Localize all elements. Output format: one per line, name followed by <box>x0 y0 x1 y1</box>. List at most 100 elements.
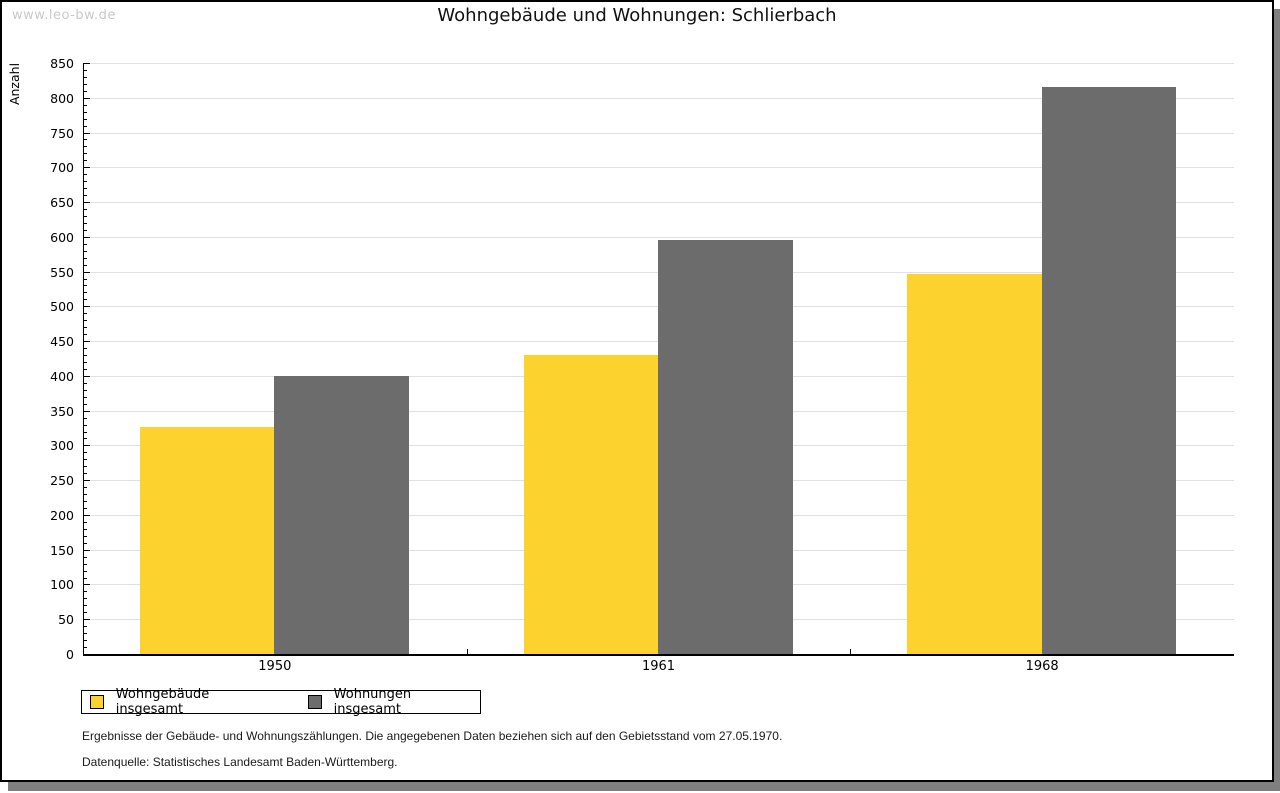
y-tick <box>83 264 87 266</box>
y-tick <box>83 229 87 231</box>
y-tick <box>83 320 87 322</box>
y-tick <box>83 438 87 440</box>
y-tick <box>83 501 87 503</box>
y-tick <box>83 327 87 329</box>
y-tick <box>83 466 87 468</box>
y-tick <box>83 619 90 621</box>
y-tick <box>83 542 87 544</box>
y-tick <box>83 382 87 384</box>
y-tick <box>83 243 87 245</box>
y-tick-label: 100 <box>50 577 74 593</box>
y-tick <box>83 174 87 176</box>
y-tick <box>83 375 90 377</box>
y-tick <box>83 403 87 405</box>
y-tick <box>83 487 87 489</box>
y-tick <box>83 480 90 482</box>
y-tick <box>83 195 87 197</box>
legend-entry-wohngebaeude: Wohngebäude insgesamt <box>90 687 278 717</box>
x-axis-line <box>83 654 1234 656</box>
y-tick <box>83 507 87 509</box>
bar-wohnungen-1961 <box>658 240 793 654</box>
y-tick-label: 550 <box>50 264 74 280</box>
y-tick <box>83 612 87 614</box>
y-tick-label: 250 <box>50 473 74 489</box>
gridline <box>90 97 1234 99</box>
y-tick <box>83 167 90 169</box>
footer-note: Ergebnisse der Gebäude- und Wohnungszähl… <box>82 729 783 743</box>
y-axis-line <box>83 63 84 655</box>
y-tick <box>83 570 87 572</box>
y-tick <box>83 69 87 71</box>
y-tick <box>83 63 90 64</box>
y-tick <box>83 292 87 294</box>
bar-wohngebaeude-1968 <box>907 273 1042 654</box>
footer-source: Datenquelle: Statistisches Landesamt Bad… <box>82 755 398 769</box>
y-tick <box>83 188 87 190</box>
y-tick <box>83 563 87 565</box>
y-tick <box>83 299 87 301</box>
x-tick <box>850 649 852 654</box>
y-tick <box>83 341 90 343</box>
y-tick <box>83 647 87 649</box>
y-tick <box>83 306 90 308</box>
y-tick-label: 50 <box>58 612 74 628</box>
y-tick <box>83 424 87 426</box>
y-tick-label: 750 <box>50 125 74 141</box>
x-tick <box>466 649 468 654</box>
y-tick <box>83 83 87 85</box>
y-tick <box>83 521 87 523</box>
y-tick <box>83 76 87 78</box>
y-tick <box>83 202 90 204</box>
legend-label: Wohnungen insgesamt <box>333 687 412 717</box>
legend-entry-wohnungen: Wohnungen insgesamt <box>307 687 480 717</box>
y-tick-label: 0 <box>66 647 74 662</box>
y-tick-label: 800 <box>50 90 74 106</box>
y-tick <box>83 236 90 238</box>
y-tick <box>83 598 87 600</box>
gridline <box>90 63 1234 64</box>
y-tick <box>83 348 87 350</box>
y-tick <box>83 473 87 475</box>
y-tick <box>83 640 87 642</box>
y-tick <box>83 605 87 607</box>
y-tick-label: 850 <box>50 56 74 71</box>
y-tick <box>83 250 87 252</box>
gridline <box>90 236 1234 238</box>
y-tick <box>83 556 87 558</box>
y-tick <box>83 132 90 134</box>
y-tick <box>83 118 87 120</box>
y-tick <box>83 153 87 155</box>
bar-wohngebaeude-1961 <box>523 355 659 654</box>
y-tick <box>83 452 87 454</box>
y-tick <box>83 160 87 162</box>
y-tick <box>83 139 87 141</box>
y-tick <box>83 271 90 273</box>
y-tick <box>83 146 87 148</box>
y-tick-label: 650 <box>50 195 74 211</box>
y-tick-label: 500 <box>50 299 74 315</box>
y-tick <box>83 90 87 92</box>
y-tick-label: 700 <box>50 160 74 176</box>
y-tick <box>83 313 87 315</box>
y-tick <box>83 633 87 635</box>
y-tick <box>83 222 87 224</box>
category-label-1950: 1950 <box>258 659 292 674</box>
y-tick <box>83 285 87 287</box>
gridline <box>90 167 1234 169</box>
y-tick <box>83 459 87 461</box>
y-tick <box>83 584 90 586</box>
y-tick <box>83 549 90 551</box>
y-tick <box>83 111 87 113</box>
y-tick <box>83 626 87 628</box>
bar-wohngebaeude-1950 <box>140 427 275 654</box>
y-tick <box>83 445 90 447</box>
y-tick-label: 150 <box>50 542 74 558</box>
legend: Wohngebäude insgesamt Wohnungen insgesam… <box>81 687 481 717</box>
y-tick <box>83 368 87 370</box>
y-tick-label: 300 <box>50 438 74 454</box>
y-tick <box>83 181 87 183</box>
category-label-1961: 1961 <box>641 659 676 674</box>
gridline <box>90 132 1234 134</box>
